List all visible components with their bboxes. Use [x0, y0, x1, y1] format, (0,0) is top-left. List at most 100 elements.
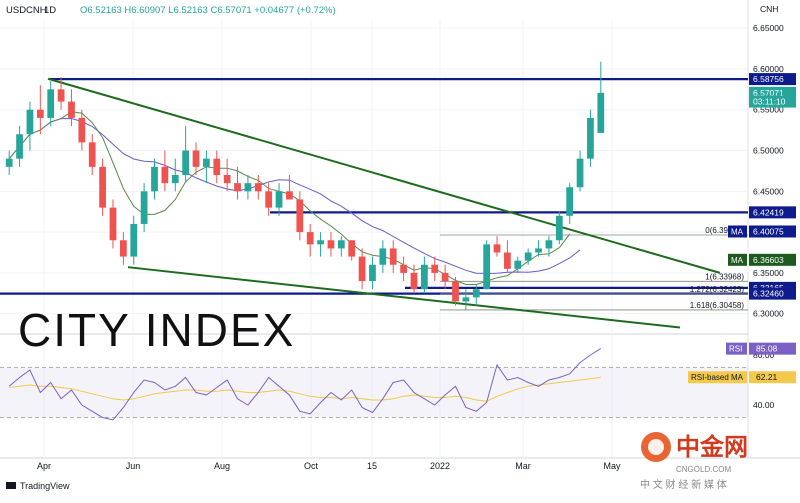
rsi-value-tag: RSI 85.08: [726, 342, 796, 355]
candle-body: [296, 199, 304, 233]
fib-label: 1(6.33968): [705, 272, 744, 281]
rsi-ma-tag: RSI-based MA 62.21: [688, 371, 796, 384]
candle: [275, 183, 283, 216]
tradingview-logo-icon: [6, 482, 16, 489]
candle-body: [68, 101, 75, 118]
candle: [379, 240, 387, 273]
price-label-ma_green: 6.36603 MA: [728, 253, 796, 266]
candle-body: [587, 117, 594, 159]
y-tick-label: 6.50000: [753, 146, 784, 156]
candle-body: [265, 191, 273, 208]
interval-label: 1D: [44, 5, 56, 16]
fib-label: 0(6.39648): [705, 226, 744, 235]
trend-line-upper[interactable]: [47, 77, 721, 274]
candle: [524, 248, 532, 265]
candle-body: [514, 260, 522, 269]
price-label-text: 6.42419: [753, 207, 784, 217]
candle-body: [462, 297, 470, 302]
candle: [26, 101, 34, 151]
candle-body: [275, 191, 283, 208]
y-tick-label: 6.55000: [753, 105, 784, 115]
cngold-domain: CNGOLD.COM: [676, 465, 731, 474]
x-tick-label: Aug: [214, 461, 230, 471]
price-label-text: 03:11:10: [753, 97, 786, 107]
candle: [109, 199, 117, 249]
candle-body: [472, 289, 480, 298]
fib-label: 1.272(6.32423): [690, 285, 745, 294]
candle-body: [400, 264, 407, 273]
trend-line-lower[interactable]: [127, 266, 681, 329]
tradingview-text: TradingView: [20, 481, 70, 491]
candle: [400, 256, 407, 282]
x-tick-label: Apr: [37, 461, 51, 471]
candle: [130, 215, 138, 265]
price-label-text: 6.40075: [753, 226, 784, 236]
price-label-navy: 6.32460: [749, 287, 796, 300]
candle: [88, 134, 96, 175]
y-tick-label: 6.60000: [753, 64, 784, 74]
y-tick-label: 6.65000: [753, 23, 784, 33]
price-label-bg: [749, 95, 796, 108]
candle: [441, 264, 449, 290]
candle: [483, 240, 491, 290]
candle-body: [504, 252, 511, 269]
candle-body: [597, 92, 605, 133]
candle-body: [234, 183, 241, 192]
candle-body: [358, 256, 366, 282]
candle-body: [5, 158, 13, 167]
price-label-bg: [749, 73, 796, 86]
city-index-watermark: CITY INDEX: [18, 304, 295, 356]
rsi-line: [8, 348, 602, 421]
rsi-ma-tag-bg: [688, 371, 747, 384]
candle-body: [140, 191, 148, 224]
candle-body: [16, 134, 23, 159]
candle-body: [203, 158, 210, 167]
candle-body: [441, 272, 449, 282]
candle-body: [223, 175, 231, 184]
candle-body: [36, 109, 44, 118]
candle: [78, 109, 86, 151]
candle: [36, 85, 44, 135]
candle: [576, 150, 584, 192]
candle-body: [99, 166, 106, 208]
candle: [57, 77, 65, 110]
candle: [161, 150, 169, 192]
candle: [327, 232, 335, 257]
candle: [192, 142, 200, 175]
candle: [296, 191, 304, 241]
rsi-ma-line: [9, 376, 601, 402]
candle-body: [26, 109, 34, 135]
candle-body: [88, 142, 96, 167]
rsi-pane: [0, 348, 748, 421]
candle: [244, 175, 252, 200]
currency-label: CNH: [760, 4, 778, 14]
candle-body: [151, 166, 158, 192]
rsi-value-text: 85.08: [756, 344, 778, 354]
candle: [514, 256, 522, 273]
candle: [358, 248, 366, 290]
candle: [493, 236, 501, 257]
candle: [140, 183, 148, 233]
candle-body: [47, 89, 55, 118]
rsi-ma-value-text: 62.21: [756, 372, 778, 382]
candle: [151, 158, 158, 200]
candle-body: [254, 183, 262, 192]
candle: [348, 240, 356, 261]
tradingview-brand[interactable]: TradingView: [6, 481, 70, 491]
candle-body: [545, 240, 553, 249]
candle-body: [317, 240, 324, 245]
x-tick-label: May: [603, 461, 621, 471]
candle: [545, 236, 553, 257]
trend-lines: [47, 77, 721, 329]
rsi-tick-label: 40.00: [753, 400, 775, 410]
candle-body: [524, 252, 532, 261]
candle: [504, 240, 511, 273]
price-label-text: 6.58756: [753, 74, 784, 84]
candle: [234, 166, 241, 200]
y-tick-label: 6.45000: [753, 186, 784, 196]
candle: [317, 232, 324, 257]
candle-body: [348, 240, 356, 257]
rsi-tag-bg: [726, 342, 747, 355]
candle-body: [213, 158, 221, 175]
